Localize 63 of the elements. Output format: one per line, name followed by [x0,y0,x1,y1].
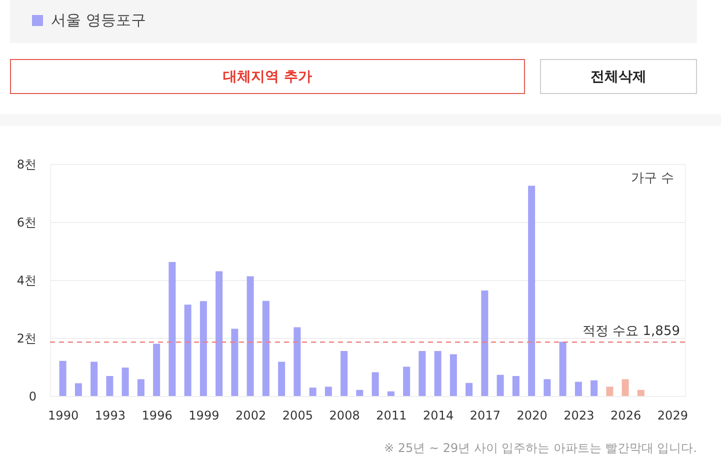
y-tick-label: 4천 [16,274,36,288]
bar [450,354,457,396]
bar [559,342,566,396]
y-tick-label: 8천 [16,158,36,172]
bar [434,351,442,396]
bar [481,290,488,396]
bar [246,276,254,396]
bar [418,351,426,396]
bar [637,390,644,396]
bar [122,368,129,396]
x-tick-label: 2011 [376,408,407,422]
x-tick-label: 2020 [516,408,548,422]
bar [496,374,504,396]
bar [622,379,629,396]
x-tick-label: 2023 [564,408,594,422]
bar [340,351,348,396]
bar [200,301,207,396]
bar [528,186,536,396]
x-tick-label: 1990 [48,408,79,422]
bar [544,379,551,396]
y-axis-title: 가구 수 [630,171,674,186]
bar [137,379,144,396]
bar [59,360,66,396]
y-tick-label: 2천 [16,332,36,346]
bar [590,380,598,396]
x-tick-label: 2008 [329,408,360,422]
x-tick-label: 2029 [657,408,688,422]
bar [294,327,301,396]
bar [106,376,114,396]
bar [466,382,473,396]
bar [278,362,286,396]
x-tick-label: 2005 [282,408,313,422]
y-tick-label: 0 [28,390,36,404]
bar [356,390,364,396]
bar [372,372,379,396]
bar [387,391,394,396]
button[interactable]: 대체지역 추가 [10,59,525,94]
x-tick-label: 2002 [236,408,266,422]
bar [216,271,223,396]
ref-line-label: 적정 수요 1,859 [582,324,680,340]
bar [512,376,520,396]
x-tick-label: 2026 [610,408,642,422]
legend-label: 서울 영등포구 [51,11,146,30]
bar [309,388,316,396]
x-tick-label: 2017 [470,408,500,422]
y-tick-label: 6천 [16,216,36,230]
bar [324,386,332,396]
bar [403,366,410,396]
text: ※ 25년 ~ 29년 사이 입주하는 아파트는 빨간막대 입니다. [384,440,697,457]
x-tick-label: 1993 [94,408,126,422]
bar [574,382,582,396]
x-tick-label: 1996 [142,408,172,422]
x-tick-label: 1999 [188,408,220,422]
bar [262,300,270,396]
bar [606,386,614,396]
x-tick-label: 2014 [423,408,454,422]
button[interactable]: 전체삭제 [540,59,697,94]
bar [153,344,160,396]
bar [231,328,238,396]
bar [168,262,176,396]
bar [90,362,98,396]
bar [184,304,192,396]
bar [74,383,82,396]
